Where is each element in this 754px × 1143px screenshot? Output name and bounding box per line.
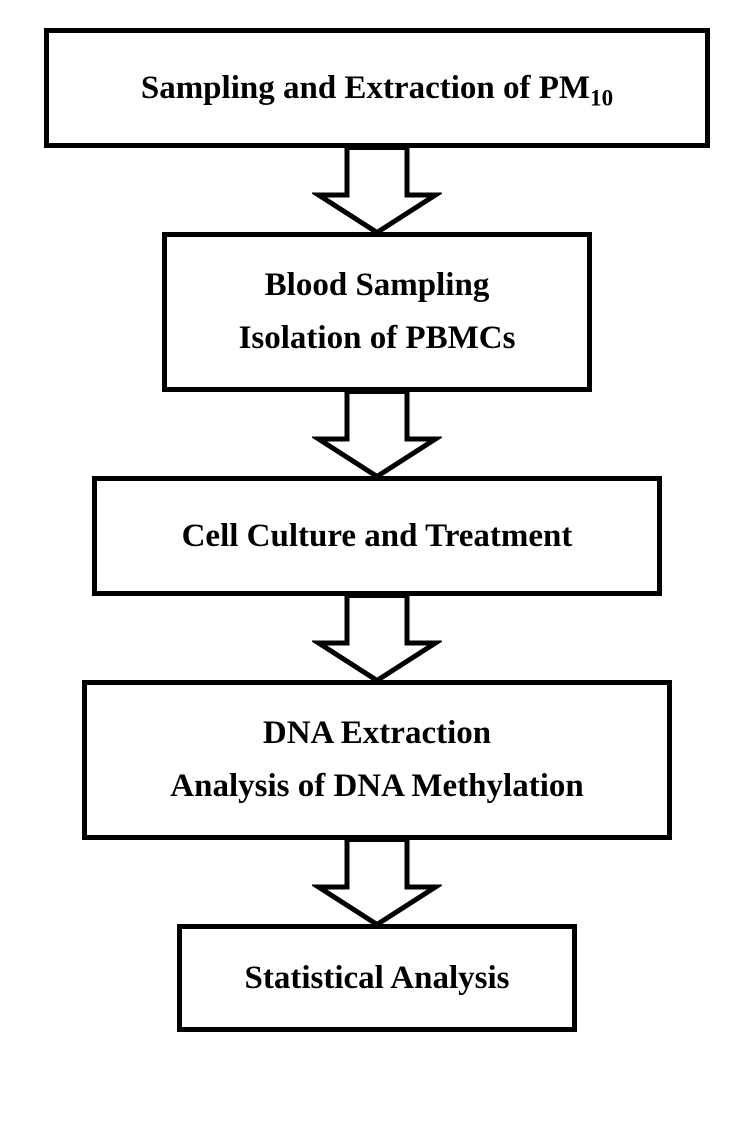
- flow-step-label: Sampling and Extraction of PM10: [141, 70, 613, 107]
- down-arrow-icon: [312, 389, 442, 479]
- flow-step-label: Isolation of PBMCs: [239, 320, 516, 357]
- flow-step-label: Analysis of DNA Methylation: [170, 768, 583, 805]
- flow-arrow: [312, 389, 442, 479]
- flow-arrow: [312, 145, 442, 235]
- down-arrow-icon: [312, 145, 442, 235]
- flow-step-5: Statistical Analysis: [177, 924, 577, 1032]
- flow-step-label: DNA Extraction: [263, 715, 491, 752]
- flow-step-label: Statistical Analysis: [245, 960, 510, 997]
- flow-step-2: Blood Sampling Isolation of PBMCs: [162, 232, 592, 392]
- flow-step-1: Sampling and Extraction of PM10: [44, 28, 710, 148]
- flow-step-label: Cell Culture and Treatment: [182, 518, 573, 555]
- flow-arrow: [312, 837, 442, 927]
- flow-step-3: Cell Culture and Treatment: [92, 476, 662, 596]
- down-arrow-icon: [312, 837, 442, 927]
- flow-arrow: [312, 593, 442, 683]
- flowchart-container: Sampling and Extraction of PM10 Blood Sam…: [0, 0, 754, 1032]
- flow-step-label: Blood Sampling: [265, 267, 490, 304]
- flow-step-4: DNA Extraction Analysis of DNA Methylatio…: [82, 680, 672, 840]
- down-arrow-icon: [312, 593, 442, 683]
